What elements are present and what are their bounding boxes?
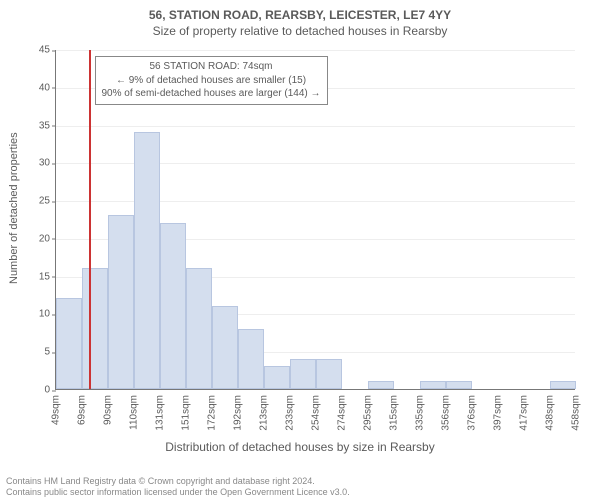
histogram-bar [264, 366, 290, 389]
x-tick-label: 356sqm [441, 395, 452, 431]
x-tick-label: 315sqm [389, 395, 400, 431]
x-tick-label: 274sqm [337, 395, 348, 431]
y-tick-label: 45 [26, 45, 50, 56]
y-tick-label: 0 [26, 385, 50, 396]
x-tick-label: 69sqm [77, 395, 88, 425]
x-tick-label: 438sqm [545, 395, 556, 431]
page-subtitle: Size of property relative to detached ho… [0, 22, 600, 44]
histogram-bar [446, 381, 472, 389]
x-tick-label: 192sqm [233, 395, 244, 431]
page-title: 56, STATION ROAD, REARSBY, LEICESTER, LE… [0, 0, 600, 22]
x-tick-label: 110sqm [129, 395, 140, 430]
x-tick-label: 213sqm [259, 395, 270, 431]
gridline [56, 50, 575, 51]
x-tick-label: 90sqm [103, 395, 114, 425]
x-tick-label: 151sqm [181, 395, 192, 431]
x-tick-label: 172sqm [207, 395, 218, 431]
histogram-bar [316, 359, 342, 389]
annotation-line: 56 STATION ROAD: 74sqm [102, 60, 321, 74]
y-tick-label: 10 [26, 309, 50, 320]
histogram-bar [420, 381, 446, 389]
x-tick-label: 49sqm [51, 395, 62, 425]
y-tick-label: 15 [26, 271, 50, 282]
histogram-chart: 05101520253035404549sqm69sqm90sqm110sqm1… [55, 50, 575, 390]
x-axis-label: Distribution of detached houses by size … [0, 440, 600, 454]
y-tick-label: 20 [26, 233, 50, 244]
x-tick-label: 295sqm [363, 395, 374, 431]
histogram-bar [108, 215, 134, 389]
gridline [56, 126, 575, 127]
histogram-bar [134, 132, 160, 389]
y-tick-label: 35 [26, 120, 50, 131]
x-tick-label: 458sqm [571, 395, 582, 431]
x-tick-label: 131sqm [155, 395, 166, 431]
histogram-bar [56, 298, 82, 389]
footer-attribution: Contains HM Land Registry data © Crown c… [6, 476, 350, 499]
y-tick-label: 30 [26, 158, 50, 169]
histogram-bar [238, 329, 264, 389]
x-tick-label: 254sqm [311, 395, 322, 431]
x-tick-label: 233sqm [285, 395, 296, 431]
y-tick-label: 25 [26, 196, 50, 207]
histogram-bar [82, 268, 108, 389]
histogram-bar [212, 306, 238, 389]
footer-line-2: Contains public sector information licen… [6, 487, 350, 498]
histogram-bar [368, 381, 394, 389]
annotation-line: 90% of semi-detached houses are larger (… [102, 87, 321, 101]
annotation-line: ← 9% of detached houses are smaller (15) [102, 74, 321, 88]
y-tick-label: 40 [26, 82, 50, 93]
x-tick-label: 417sqm [519, 395, 530, 431]
footer-line-1: Contains HM Land Registry data © Crown c… [6, 476, 350, 487]
histogram-bar [186, 268, 212, 389]
y-tick-label: 5 [26, 347, 50, 358]
annotation-box: 56 STATION ROAD: 74sqm← 9% of detached h… [95, 56, 328, 105]
x-tick-label: 376sqm [467, 395, 478, 431]
x-tick-label: 335sqm [415, 395, 426, 431]
histogram-bar [160, 223, 186, 389]
histogram-bar [290, 359, 316, 389]
marker-line [89, 50, 91, 389]
y-axis-label: Number of detached properties [8, 132, 20, 284]
histogram-bar [550, 381, 576, 389]
x-tick-label: 397sqm [493, 395, 504, 431]
